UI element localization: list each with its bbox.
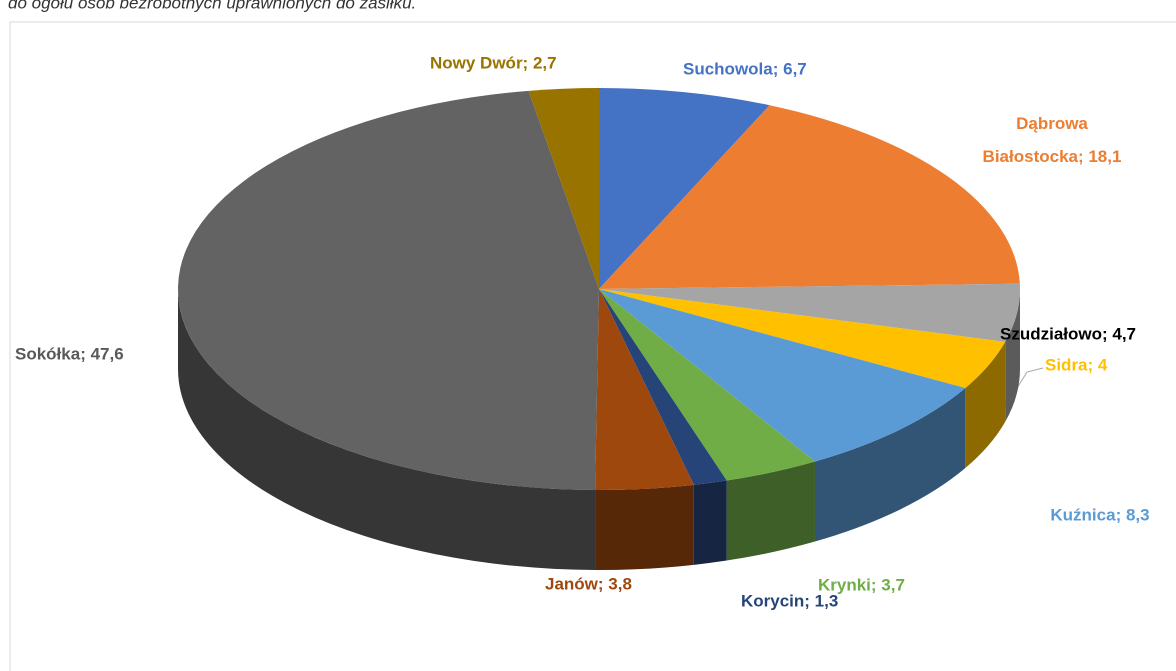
data-label: Krynki; 3,7 — [818, 575, 905, 594]
data-label: Nowy Dwór; 2,7 — [430, 53, 557, 72]
pie-slice — [599, 283, 1021, 342]
data-label: Suchowola; 6,7 — [683, 59, 807, 78]
pie-side — [965, 341, 1006, 469]
data-label: Janów; 3,8 — [545, 574, 632, 593]
pie-side — [693, 480, 727, 565]
pie-sides — [178, 289, 1020, 570]
pie-slice — [595, 289, 694, 490]
data-labels: Suchowola; 6,7 Dąbrowa Białostocka; 18,1 Sz… — [15, 53, 1150, 610]
pie-side — [1005, 289, 1020, 422]
pie-side — [178, 289, 596, 570]
data-label: Sokółka; 47,6 — [15, 344, 124, 363]
pie-side — [595, 484, 694, 570]
pie-slice — [599, 289, 966, 462]
pie-tops — [178, 88, 1021, 490]
pie-slice — [599, 289, 1006, 389]
data-label: Kuźnica; 8,3 — [1050, 505, 1149, 524]
pie-slice — [528, 88, 599, 289]
pie-slice — [599, 289, 727, 485]
pie-side — [814, 388, 966, 542]
data-label: Sidra; 4 — [1045, 355, 1108, 374]
data-label: Dąbrowa Białostocka; 18,1 — [983, 114, 1122, 166]
pie-slice — [599, 88, 770, 289]
pie-slice — [178, 90, 600, 490]
data-label: Korycin; 1,3 — [741, 591, 838, 610]
pie-side — [726, 461, 815, 561]
data-label: Szudziałowo; 4,7 — [1000, 324, 1136, 343]
pie-slice — [599, 289, 815, 481]
pie-slice — [599, 105, 1020, 290]
caption: do ogółu osób bezrobotnych uprawnionych … — [8, 0, 416, 12]
